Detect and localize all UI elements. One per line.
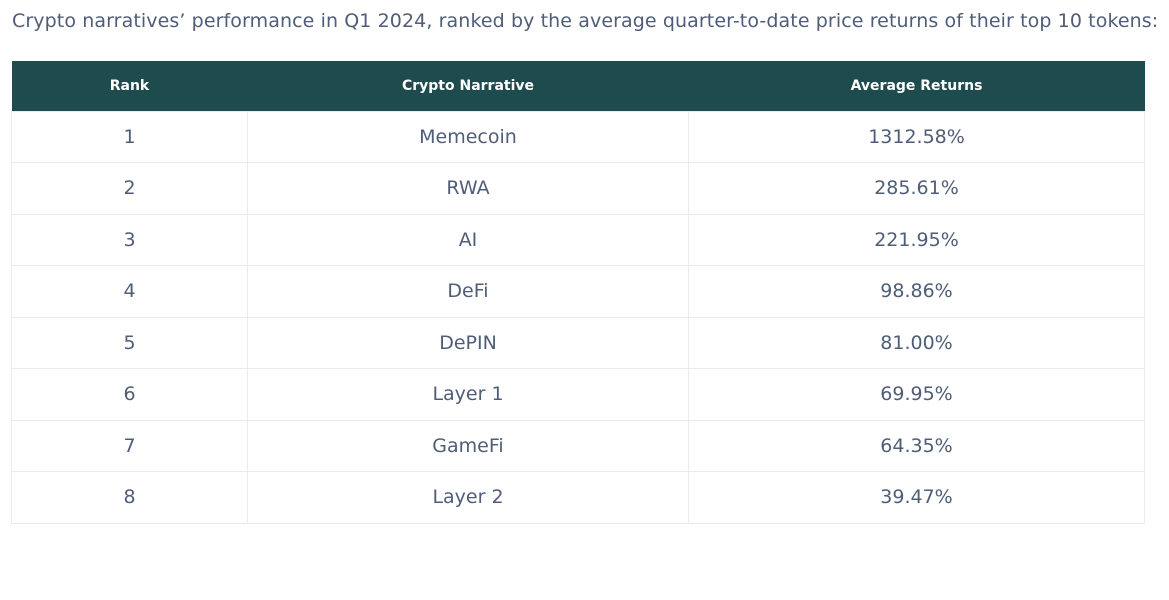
table-row: 8 Layer 2 39.47% <box>11 471 1145 524</box>
table-row: 2 RWA 285.61% <box>11 162 1145 215</box>
table-row: 4 DeFi 98.86% <box>11 265 1145 318</box>
narrative-cell: RWA <box>247 162 689 215</box>
returns-cell: 1312.58% <box>688 110 1145 163</box>
rank-cell: 4 <box>11 265 248 318</box>
column-header-narrative: Crypto Narrative <box>401 77 535 94</box>
rank-cell: 1 <box>11 110 248 163</box>
returns-cell: 69.95% <box>688 368 1145 421</box>
narrative-cell: AI <box>247 213 689 266</box>
narrative-cell: Memecoin <box>247 110 689 163</box>
rank-cell: 2 <box>11 162 248 215</box>
returns-cell: 285.61% <box>688 162 1145 215</box>
narrative-cell: DePIN <box>247 316 689 369</box>
rank-cell: 6 <box>11 368 248 421</box>
rank-cell: 7 <box>11 419 248 472</box>
narrative-cell: DeFi <box>247 265 689 318</box>
narrative-cell: Layer 2 <box>247 471 689 524</box>
column-header-rank: Rank <box>109 77 150 94</box>
returns-cell: 98.86% <box>688 265 1145 318</box>
rank-cell: 8 <box>11 471 248 524</box>
column-header-returns: Average Returns <box>850 77 983 94</box>
narrative-cell: Layer 1 <box>247 368 689 421</box>
rank-cell: 3 <box>11 213 248 266</box>
returns-cell: 81.00% <box>688 316 1145 369</box>
table-row: 7 GameFi 64.35% <box>11 419 1145 472</box>
table-row: 6 Layer 1 69.95% <box>11 368 1145 421</box>
table-caption: Crypto narratives’ performance in Q1 202… <box>12 10 1159 32</box>
table-row: 3 AI 221.95% <box>11 213 1145 266</box>
returns-cell: 221.95% <box>688 213 1145 266</box>
returns-cell: 64.35% <box>688 419 1145 472</box>
table-body: 1 Memecoin 1312.58% 2 RWA 285.61% 3 AI 2… <box>11 110 1145 524</box>
table-row: 5 DePIN 81.00% <box>11 316 1145 369</box>
narrative-cell: GameFi <box>247 419 689 472</box>
table-header: Rank Crypto Narrative Average Returns <box>11 61 1145 111</box>
rank-cell: 5 <box>11 316 248 369</box>
header-row: Rank Crypto Narrative Average Returns <box>11 61 1145 111</box>
table-row: 1 Memecoin 1312.58% <box>11 110 1145 163</box>
returns-cell: 39.47% <box>688 471 1145 524</box>
narrative-returns-table: Rank Crypto Narrative Average Returns 1 … <box>11 61 1145 524</box>
